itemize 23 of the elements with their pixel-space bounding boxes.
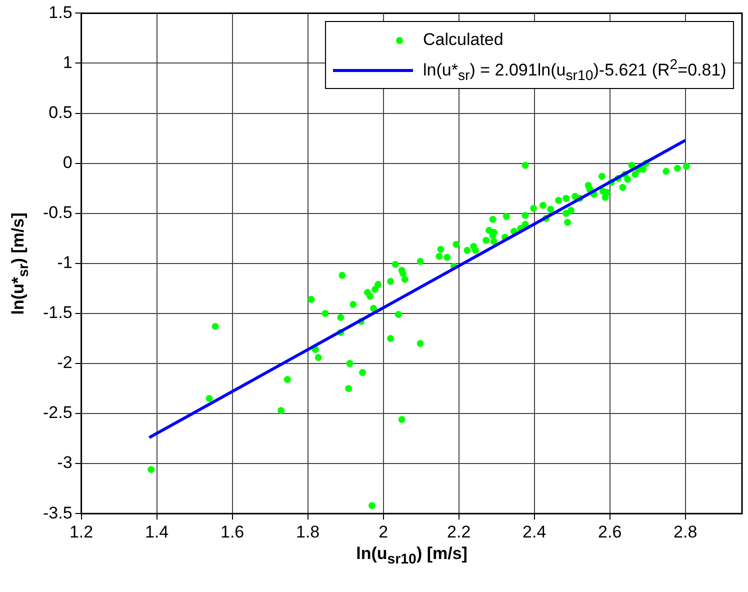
y-tick-label: -1 — [57, 253, 72, 272]
y-tick-label: -3.5 — [42, 503, 72, 522]
y-tick-label: -3 — [57, 453, 72, 472]
y-tick-label: -0.5 — [42, 203, 72, 222]
x-tick-label: 1.2 — [69, 522, 94, 542]
y-tick-label: -1.5 — [42, 303, 72, 322]
y-tick-label: 0.5 — [48, 102, 72, 122]
x-tick-label: 2.6 — [598, 522, 622, 542]
x-axis-title: ln(u$_{sr10}$) [m/s] — [356, 544, 468, 567]
legend-label: ln(u*$_{sr}$) = 2.091ln(u$_{sr10}$)-5.621 (R$^{2}$=0.81) — [423, 56, 726, 84]
x-tick-label: 1.8 — [296, 522, 320, 542]
legend-label: Calculated — [423, 30, 504, 50]
x-tick-label: 1.6 — [220, 522, 244, 542]
x-tick-label: 2 — [378, 522, 388, 542]
x-tick-label: 2.8 — [674, 522, 698, 542]
y-tick-label: 0 — [62, 153, 72, 172]
x-tick-label: 2.4 — [522, 522, 546, 542]
x-tick-label: 2.2 — [447, 522, 471, 542]
y-tick-label: 1.5 — [48, 2, 72, 22]
y-tick-label: 1 — [62, 52, 72, 72]
x-tick-label: 1.4 — [144, 522, 169, 542]
y-tick-label: -2.5 — [42, 403, 72, 422]
y-tick-label: -2 — [57, 353, 72, 372]
